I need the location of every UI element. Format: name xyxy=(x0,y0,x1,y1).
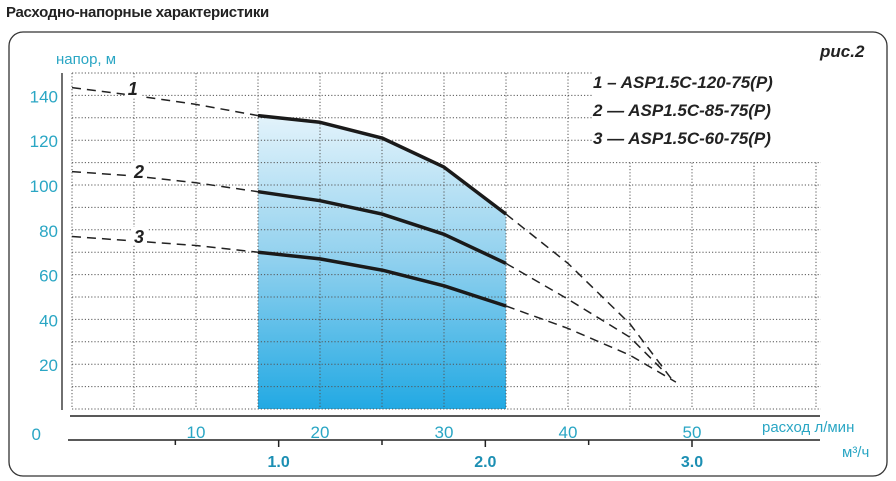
x-tick-label: 20 xyxy=(311,423,330,442)
series-1-label: 1 xyxy=(128,79,138,99)
x2-tick-label: 3.0 xyxy=(681,454,703,471)
series-2-extrapolated-left xyxy=(71,170,259,193)
series-label-bg xyxy=(131,227,147,245)
series-2-curve xyxy=(257,189,507,265)
y-tick-label: 80 xyxy=(39,222,58,241)
y-tick-label: 120 xyxy=(30,132,58,151)
series-2-extrapolated-right xyxy=(505,262,665,372)
y-tick-label: 100 xyxy=(30,177,58,196)
series-3-curve xyxy=(257,250,507,308)
series-1-curve xyxy=(257,113,508,216)
x-axis-label: расход л/мин xyxy=(762,419,854,436)
y-axis-label: напор, м xyxy=(56,51,116,68)
x2-axis-unit: м³/ч xyxy=(842,444,869,461)
x-tick-label: 30 xyxy=(435,423,454,442)
y-tick-label: 40 xyxy=(39,311,58,330)
x2-tick-label: 2.0 xyxy=(474,454,496,471)
legend-item-2: 2 — ASP1.5C-85-75(P) xyxy=(592,101,771,120)
series-1-extrapolated-right xyxy=(505,213,673,381)
series-2-label: 2 xyxy=(133,162,144,182)
legend-item-1: 1 – ASP1.5C-120-75(P) xyxy=(593,73,773,92)
y-tick-label: 140 xyxy=(30,87,58,106)
y-tick-label: 60 xyxy=(39,267,58,286)
series-3-extrapolated-left xyxy=(71,235,259,253)
series-1-extrapolated-left xyxy=(71,86,259,117)
x-tick-label: 40 xyxy=(559,423,578,442)
x-tick-label: 10 xyxy=(187,423,206,442)
series-label-bg xyxy=(124,79,141,98)
figure-label: рис.2 xyxy=(819,42,865,61)
series-3-extrapolated-right xyxy=(505,305,677,383)
page-title: Расходно-напорные характеристики xyxy=(6,4,269,21)
series-label-bg xyxy=(131,162,147,181)
y-tick-label: 0 xyxy=(32,425,41,444)
legend-item-3: 3 — ASP1.5C-60-75(P) xyxy=(593,129,771,148)
x-tick-label: 50 xyxy=(683,423,702,442)
x2-tick-label: 1.0 xyxy=(268,454,290,471)
y-tick-label: 20 xyxy=(39,356,58,375)
series-3-label: 3 xyxy=(134,227,144,247)
